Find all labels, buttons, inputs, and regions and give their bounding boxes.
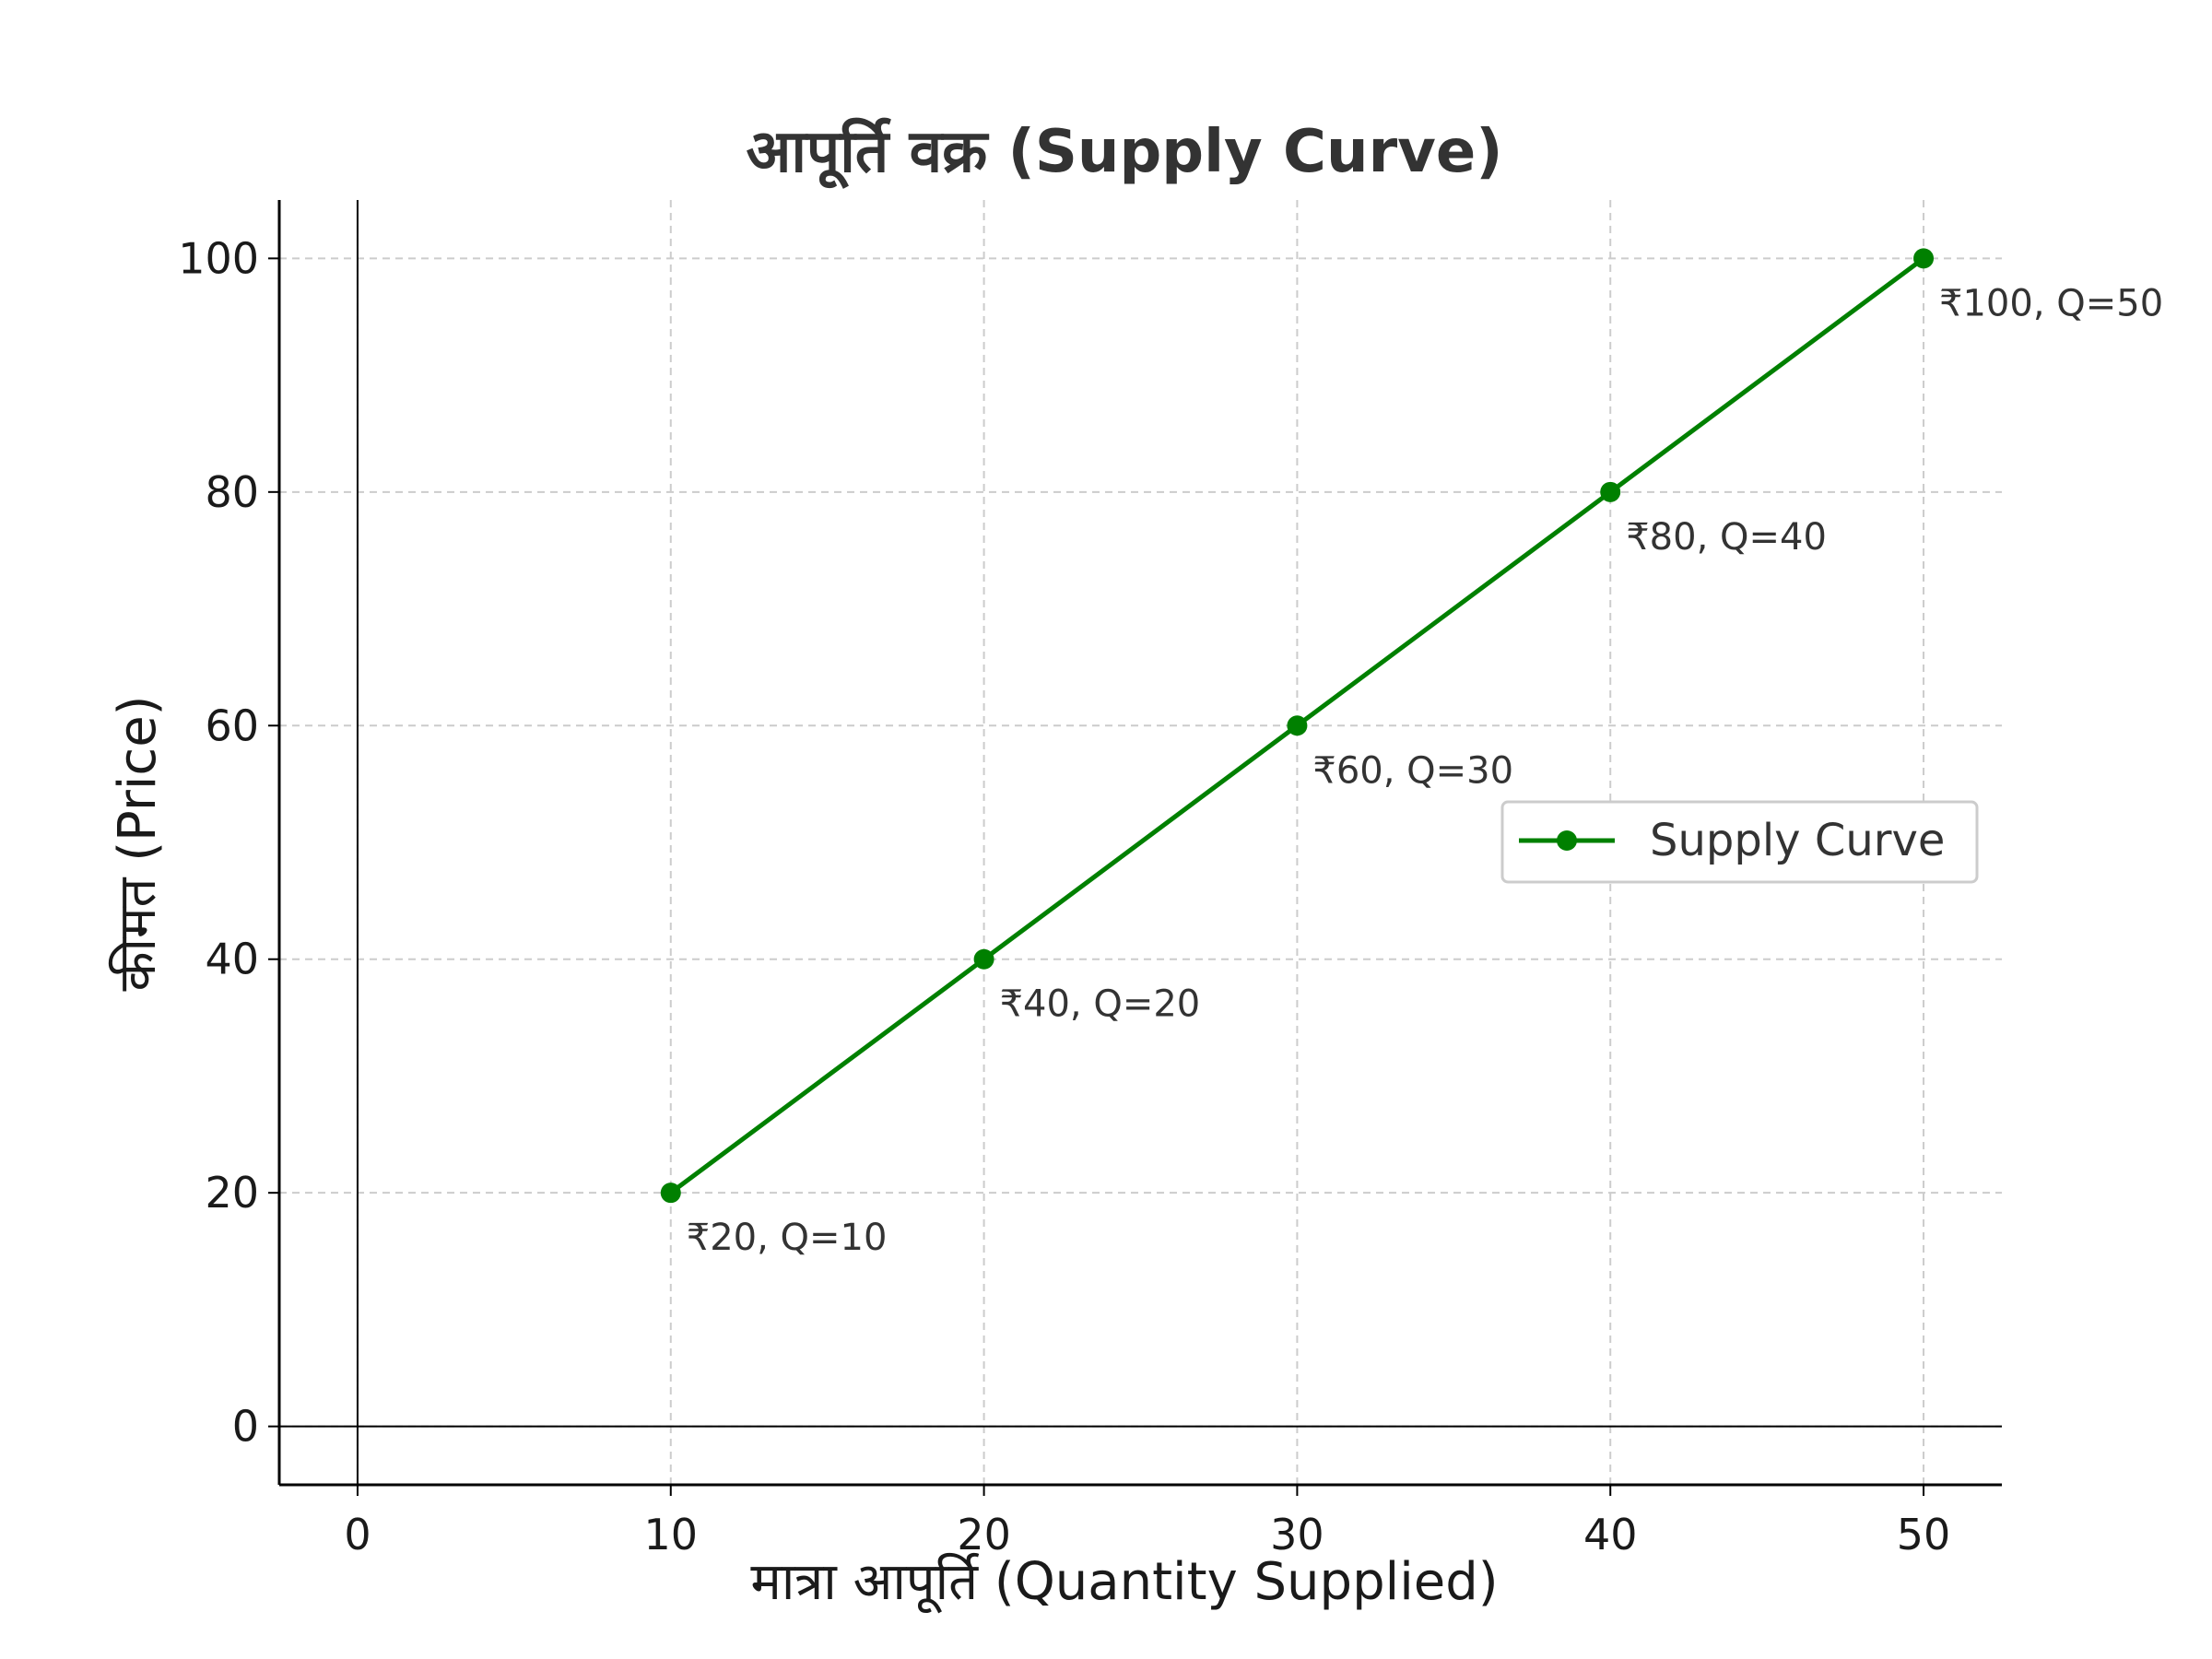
data-label: ₹60, Q=30	[1312, 749, 1513, 792]
data-point	[973, 948, 994, 970]
series-layer	[660, 248, 1935, 1204]
y-tick-label: 60	[205, 700, 259, 750]
data-point	[1913, 248, 1935, 269]
data-label: ₹20, Q=10	[687, 1217, 888, 1259]
data-label: ₹40, Q=20	[1000, 983, 1201, 1026]
data-point	[1600, 481, 1621, 502]
data-label: ₹100, Q=50	[1939, 282, 2163, 324]
x-tick-label: 20	[957, 1510, 1011, 1559]
x-axis-ticks: 0 10 20 30 40 50	[344, 1485, 1950, 1559]
y-tick-label: 20	[205, 1168, 259, 1218]
data-label: ₹80, Q=40	[1626, 516, 1827, 559]
legend-marker	[1557, 830, 1577, 851]
y-tick-label: 100	[178, 233, 259, 283]
legend: Supply Curve	[1500, 800, 1979, 884]
axis-spines	[277, 200, 2002, 1487]
x-axis-label: मात्रा आपूर्ति (Quantity Supplied)	[750, 1552, 1498, 1614]
x-tick-label: 30	[1270, 1510, 1324, 1559]
data-point	[660, 1182, 681, 1204]
x-tick-label: 40	[1583, 1510, 1638, 1559]
legend-box	[1500, 800, 1979, 884]
reference-lines	[279, 200, 2002, 1485]
y-tick-label: 0	[232, 1402, 259, 1452]
x-tick-label: 0	[344, 1510, 371, 1559]
y-axis-label: कीमत (Price)	[108, 695, 168, 991]
y-axis-ticks: 0 20 40 60 80 100	[178, 233, 279, 1452]
chart-title: आपूर्ति वक्र (Supply Curve)	[746, 117, 1502, 189]
annotations-layer: ₹20, Q=10 ₹40, Q=20 ₹60, Q=30 ₹80, Q=40 ₹100…	[687, 282, 2163, 1259]
y-tick-label: 80	[205, 467, 259, 517]
data-point	[1287, 715, 1308, 736]
y-tick-label: 40	[205, 935, 259, 984]
x-tick-label: 50	[1897, 1510, 1951, 1559]
x-tick-label: 10	[643, 1510, 698, 1559]
legend-label: Supply Curve	[1650, 815, 1945, 866]
